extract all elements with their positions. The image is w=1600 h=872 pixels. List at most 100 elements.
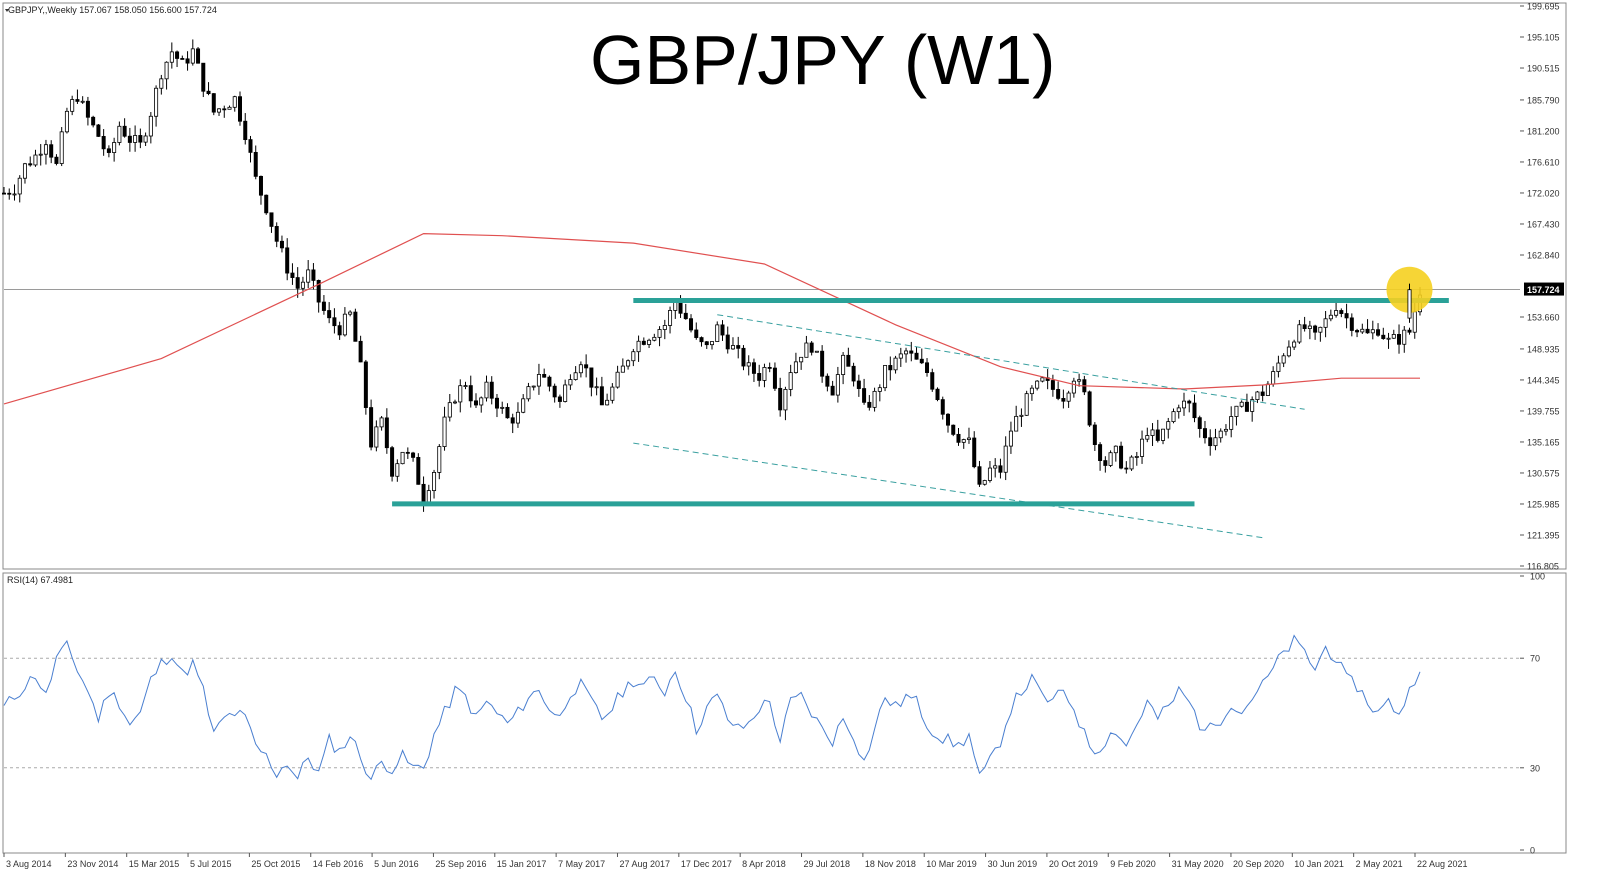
candle-body <box>43 144 48 155</box>
candle <box>1014 405 1019 432</box>
candle <box>2 187 7 195</box>
candle-body <box>453 401 458 404</box>
candle-body <box>846 354 851 367</box>
candle-body <box>243 120 248 141</box>
candle <box>169 42 174 69</box>
candle <box>946 413 951 433</box>
axis-layer: 199.695 195.105 190.515 185.790 181.200 176.6… <box>3 2 1564 869</box>
candle-body <box>316 280 321 303</box>
price-tick-label: 148.935 <box>1527 344 1560 354</box>
candle <box>358 335 363 363</box>
candle <box>1234 405 1239 426</box>
candle-body <box>468 385 473 402</box>
candle <box>190 39 195 66</box>
candle-body <box>1024 393 1029 416</box>
candle <box>311 263 316 290</box>
candle-body <box>741 347 746 367</box>
candle <box>1119 441 1124 470</box>
candle-body <box>1171 411 1176 423</box>
candle <box>201 62 206 98</box>
candle-body <box>515 411 520 424</box>
candle <box>117 121 122 146</box>
candle <box>641 337 646 346</box>
candle <box>49 140 54 164</box>
candle <box>101 129 106 156</box>
candle-body <box>1155 429 1160 441</box>
candle <box>689 314 694 333</box>
candle-body <box>946 413 951 426</box>
candle-body <box>17 177 22 195</box>
candle <box>253 145 258 180</box>
candle-body <box>1229 416 1234 430</box>
candle-body <box>28 163 33 166</box>
price-tick-label: 181.200 <box>1527 126 1560 136</box>
candle-body <box>1145 435 1150 440</box>
candle-body <box>1098 444 1103 461</box>
date-tick-label: 29 Jul 2018 <box>804 859 851 869</box>
candle-body <box>447 402 452 418</box>
candle-body <box>631 351 636 362</box>
candle <box>1113 445 1118 462</box>
date-tick-label: 10 Mar 2019 <box>926 859 977 869</box>
candle-body <box>227 106 232 110</box>
candle <box>1202 420 1207 444</box>
candle <box>1307 320 1312 340</box>
candle-body <box>736 345 741 349</box>
candle-body <box>38 153 43 156</box>
candle <box>636 335 641 362</box>
candle-body <box>80 100 85 103</box>
candle-body <box>1140 438 1145 457</box>
candle-body <box>1250 399 1255 412</box>
candle-body <box>1260 391 1265 396</box>
candle <box>1087 390 1092 427</box>
candle-body <box>1040 377 1045 382</box>
dropdown-triangle-icon[interactable] <box>5 9 9 12</box>
candle <box>437 444 442 480</box>
candle-body <box>1071 380 1076 394</box>
candle-body <box>683 312 688 320</box>
candle-body <box>405 451 410 454</box>
candle <box>615 365 620 389</box>
candle <box>1124 461 1129 474</box>
candle-body <box>956 433 961 443</box>
chart-title: GBP/JPY (W1) <box>590 21 1055 99</box>
candle-body <box>85 100 90 118</box>
candle <box>489 376 494 405</box>
candle-body <box>54 156 59 164</box>
candle-body <box>1218 430 1223 439</box>
candle <box>1176 404 1181 419</box>
candle-body <box>348 311 353 315</box>
candle <box>542 368 547 378</box>
candle <box>1008 421 1013 454</box>
candle <box>935 387 940 402</box>
candle-body <box>285 247 290 274</box>
candle <box>1281 353 1286 368</box>
candle <box>1313 324 1318 340</box>
candle <box>1166 417 1171 439</box>
candle <box>1302 316 1307 332</box>
candle <box>321 295 326 315</box>
candle-body <box>1208 437 1213 447</box>
candle-body <box>327 310 332 319</box>
date-tick-label: 15 Mar 2015 <box>129 859 180 869</box>
candle-body <box>390 447 395 477</box>
candle <box>1218 428 1223 443</box>
candle-body <box>689 318 694 331</box>
rsi-panel <box>2 572 1567 854</box>
candle <box>222 105 227 118</box>
candle <box>295 267 300 298</box>
channel-line-1 <box>717 314 1305 410</box>
candle <box>1407 327 1412 335</box>
candle-body <box>1255 391 1260 401</box>
candle-body <box>379 417 384 428</box>
candle <box>521 394 526 414</box>
candle <box>715 321 720 342</box>
candle-body <box>694 329 699 338</box>
candle <box>631 348 636 367</box>
candle-body <box>1192 402 1197 419</box>
candle <box>1376 323 1381 337</box>
candle-body <box>951 424 956 435</box>
candle-body <box>542 374 547 378</box>
candle-body <box>1202 428 1207 439</box>
candle <box>909 341 914 362</box>
